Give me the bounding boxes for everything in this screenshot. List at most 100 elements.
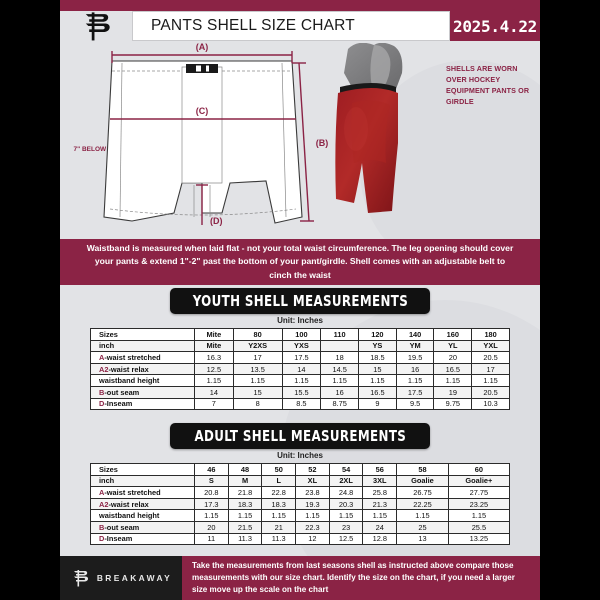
column-header-cell: Goalie xyxy=(396,474,449,488)
measurement-cell: 25 xyxy=(396,520,449,534)
column-header-cell: Mite xyxy=(194,339,234,353)
measurement-instructions-banner: Waistband is measured when laid flat - n… xyxy=(60,239,540,285)
row-marker: A xyxy=(99,352,105,362)
measurement-cell: 9 xyxy=(358,397,397,411)
measurement-cell: 24 xyxy=(362,520,398,534)
table-row: A2-waist relax 17.3 18.3 18.3 19.3 20.3 21.3 22… xyxy=(90,497,511,511)
breakaway-b-logo-icon xyxy=(73,570,88,587)
measurement-cell: 16 xyxy=(395,362,435,376)
row-label: waistband height xyxy=(90,374,195,387)
row-marker: D xyxy=(99,399,105,409)
measurement-cell: 22.3 xyxy=(295,520,330,534)
table-row: inch S M L XL 2XL 3XL Goalie Goalie+ xyxy=(90,474,511,488)
measurement-cell: 1.15 xyxy=(396,509,449,522)
row-marker: D xyxy=(99,534,105,544)
measurement-cell: 15.5 xyxy=(281,385,322,399)
row-label: A2-waist relax xyxy=(90,362,195,376)
measurement-cell: 18.3 xyxy=(261,497,297,511)
measurement-cell: 11.3 xyxy=(261,532,297,546)
column-header-cell: 180 xyxy=(471,328,510,341)
measurement-cell: 21.5 xyxy=(227,520,263,534)
column-header-cell: YXL xyxy=(471,339,510,353)
measurement-cell: 9.5 xyxy=(395,397,435,411)
youth-measurements-table: Sizes Mite 80 100 110 120 140 160 180 inch Mite Y2X… xyxy=(90,328,510,411)
measurement-cell: 1.15 xyxy=(395,374,435,387)
row-label: Sizes xyxy=(90,463,195,476)
column-header-cell: 60 xyxy=(447,463,511,476)
row-label: inch xyxy=(90,339,195,353)
measurement-cell: 1.15 xyxy=(328,509,364,522)
table-row: A2-waist relax 12.5 13.5 14 14.5 15 16 16.5 17 xyxy=(90,362,510,376)
measurement-cell: 17 xyxy=(471,362,510,376)
measurement-cell: 17 xyxy=(232,351,283,364)
column-header-cell: XL xyxy=(295,474,330,488)
measurement-cell: 12 xyxy=(295,532,330,546)
page-title: PANTS SHELL SIZE CHART xyxy=(151,17,355,34)
measurement-cell: 27.75 xyxy=(447,486,511,499)
pants-technical-diagram: (A) (B) (C) (D) xyxy=(103,42,329,226)
measurement-cell: 1.15 xyxy=(447,509,511,522)
column-header-cell: Goalie+ xyxy=(447,474,511,488)
measurement-cell: 11 xyxy=(194,532,229,546)
header-logo xyxy=(60,11,132,41)
chart-title-box: PANTS SHELL SIZE CHART xyxy=(132,11,450,41)
header-bar: PANTS SHELL SIZE CHART 2025.4.22 xyxy=(60,11,540,41)
measurement-cell: 1.15 xyxy=(320,374,360,387)
measurement-cell: 1.15 xyxy=(261,509,297,522)
table-row: D-Inseam 11 11.3 11.3 12 12.5 12.8 13 13.25 xyxy=(90,532,511,546)
banner-text: Waistband is measured when laid flat - n… xyxy=(86,243,514,280)
measurement-cell: 14 xyxy=(281,362,322,376)
svg-text:(C): (C) xyxy=(196,106,209,116)
row-label: D-Inseam xyxy=(90,532,195,546)
measurement-cell: 23.25 xyxy=(447,497,511,511)
row-label: A-waist stretched xyxy=(90,486,195,499)
measurement-cell: 17.5 xyxy=(281,351,322,364)
content-sheet: PANTS SHELL SIZE CHART 2025.4.22 7" BELO… xyxy=(60,0,540,600)
measurement-cell: 1.15 xyxy=(295,509,330,522)
measurement-cell: 12.5 xyxy=(328,532,364,546)
adult-section-header: ADULT SHELL MEASUREMENTS xyxy=(170,423,430,449)
table-row: Sizes 46 48 50 52 54 56 58 60 xyxy=(90,463,511,476)
table-row: B-out seam 20 21.5 21 22.3 23 24 25 25.5 xyxy=(90,520,511,534)
adult-heading-text: ADULT SHELL MEASUREMENTS xyxy=(194,427,406,445)
measurement-cell: 1.15 xyxy=(433,374,473,387)
measurement-cell: 11.3 xyxy=(227,532,263,546)
measurement-cell: 21.8 xyxy=(227,486,263,499)
row-marker: A2 xyxy=(99,499,109,509)
date-text: 2025.4.22 xyxy=(453,16,537,36)
column-header-cell: 2XL xyxy=(328,474,364,488)
row-label: D-Inseam xyxy=(90,397,195,411)
measurement-cell: 1.15 xyxy=(194,374,234,387)
measurement-cell: 20 xyxy=(433,351,473,364)
column-header-cell: 120 xyxy=(358,328,397,341)
measurement-cell: 16 xyxy=(320,385,360,399)
row-label: B-out seam xyxy=(90,520,195,534)
row-label: waistband height xyxy=(90,509,195,522)
measurement-cell: 23 xyxy=(328,520,364,534)
date-badge: 2025.4.22 xyxy=(450,11,540,41)
measurement-cell: 17.5 xyxy=(395,385,435,399)
measurement-cell: 8.5 xyxy=(281,397,322,411)
measurement-cell: 19.5 xyxy=(395,351,435,364)
measurement-cell: 20.3 xyxy=(328,497,364,511)
table-row: waistband height 1.15 1.15 1.15 1.15 1.15 1.15… xyxy=(90,509,511,522)
column-header-cell: M xyxy=(227,474,263,488)
svg-text:(B): (B) xyxy=(316,138,329,148)
measurement-cell: 14 xyxy=(194,385,234,399)
table-row: A-waist stretched 20.8 21.8 22.8 23.8 24.8 25.… xyxy=(90,486,511,499)
svg-text:(D): (D) xyxy=(210,216,223,226)
table-row: D-Inseam 7 8 8.5 8.75 9 9.5 9.75 10.3 xyxy=(90,397,510,411)
measurement-cell: 1.15 xyxy=(471,374,510,387)
measurement-cell: 20.8 xyxy=(194,486,229,499)
column-header-cell: 3XL xyxy=(362,474,398,488)
footer-note-text: Take the measurements from last seasons … xyxy=(192,561,515,594)
column-header-cell: 110 xyxy=(320,328,360,341)
column-header-cell: YM xyxy=(395,339,435,353)
table-row: inch Mite Y2XS YXS YS YM YL YXL xyxy=(90,339,510,353)
measurement-cell: 9.75 xyxy=(433,397,473,411)
measurement-cell: 1.15 xyxy=(194,509,229,522)
row-label: inch xyxy=(90,474,195,488)
illustration-area: 7" BELOW WAIST xyxy=(60,41,540,237)
measurement-cell: 12.5 xyxy=(194,362,234,376)
measurement-cell: 16.3 xyxy=(194,351,234,364)
